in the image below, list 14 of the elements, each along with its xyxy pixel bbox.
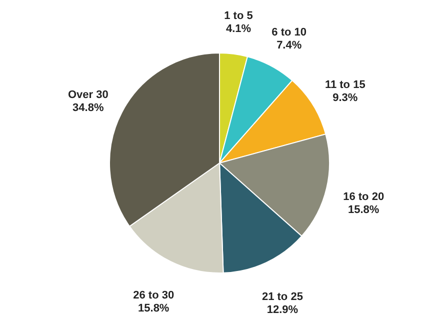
slice-label: Over 30 — [68, 88, 108, 101]
data-label: 15.8% — [138, 302, 170, 315]
data-label: 34.8% — [72, 102, 104, 114]
slice-label: 21 to 25 — [262, 290, 303, 303]
slice-label: 11 to 15 — [324, 78, 366, 91]
data-label: 15.8% — [348, 204, 380, 216]
slice-label: 26 to 30 — [133, 290, 174, 302]
slice-label: 16 to 20 — [343, 190, 384, 203]
data-label: 12.9% — [266, 304, 298, 316]
data-label: 9.3% — [332, 92, 358, 104]
slice-label: 1 to 5 — [224, 10, 253, 22]
slice-label: 6 to 10 — [272, 26, 307, 38]
data-label: 4.1% — [226, 23, 252, 36]
data-label: 7.4% — [276, 39, 302, 52]
